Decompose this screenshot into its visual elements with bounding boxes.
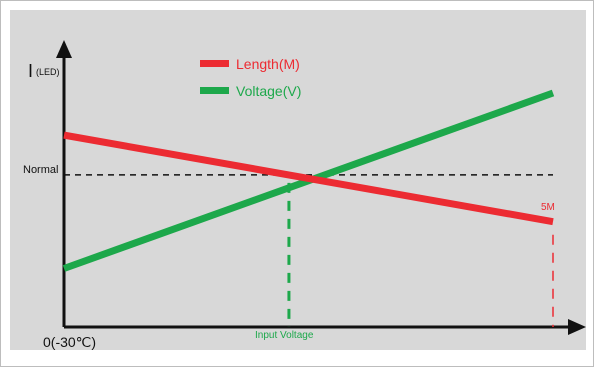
origin-label: 0(-30℃) bbox=[43, 334, 96, 350]
length-series-line bbox=[63, 131, 554, 226]
x-axis-arrow bbox=[568, 319, 586, 335]
legend-voltage-label: Voltage(V) bbox=[236, 83, 301, 99]
input-voltage-label: Input Voltage bbox=[255, 330, 314, 341]
y-axis-arrow bbox=[56, 40, 72, 58]
legend-length-swatch bbox=[200, 60, 229, 67]
legend-length-label: Length(M) bbox=[236, 56, 300, 72]
normal-label: Normal bbox=[23, 164, 58, 176]
y-axis-label-main: I bbox=[28, 61, 33, 81]
y-axis-label-subscript: (LED) bbox=[36, 67, 60, 77]
length-5m-label: 5M bbox=[541, 202, 555, 213]
legend-voltage-swatch bbox=[200, 87, 229, 94]
